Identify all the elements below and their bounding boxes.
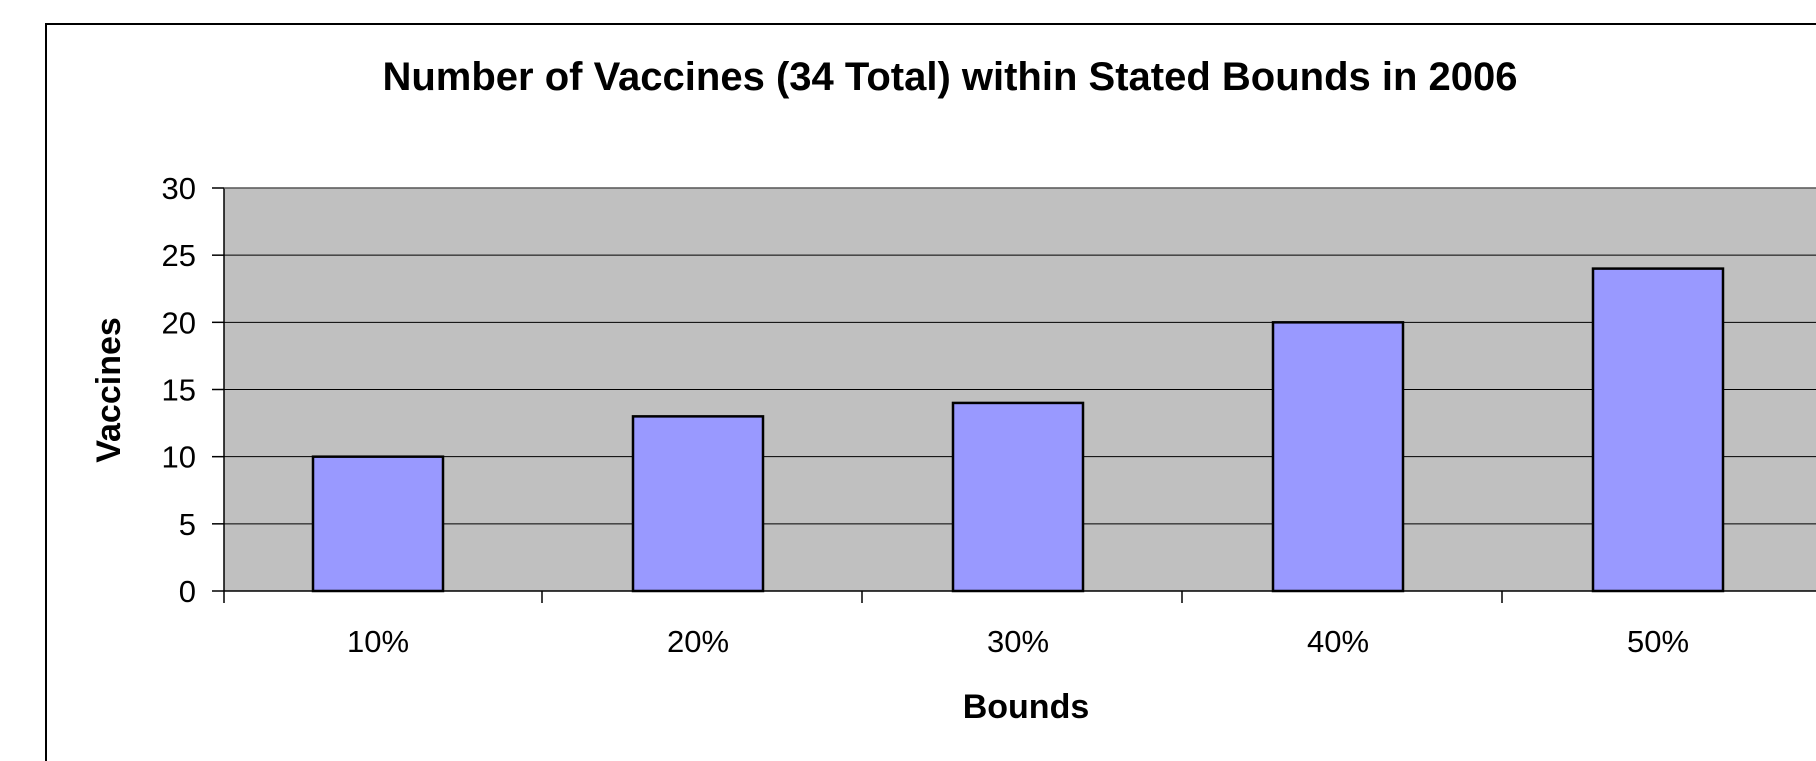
x-tick-label: 30% bbox=[987, 624, 1049, 659]
axes bbox=[212, 187, 1816, 603]
bar bbox=[951, 401, 1085, 593]
x-tick-labels: 10%20%30%40%50%60% bbox=[347, 624, 1689, 659]
x-tick-label: 40% bbox=[1307, 624, 1369, 659]
bar bbox=[311, 455, 445, 593]
y-tick-label: 20 bbox=[162, 305, 196, 340]
x-tick-label: 10% bbox=[347, 624, 409, 659]
y-axis-label: Vaccines bbox=[90, 317, 128, 463]
y-tick-label: 15 bbox=[162, 373, 196, 408]
bar bbox=[1271, 321, 1405, 593]
bar bbox=[1591, 267, 1725, 593]
x-tick-label: 20% bbox=[667, 624, 729, 659]
x-axis-label: Bounds bbox=[963, 688, 1090, 726]
bar bbox=[631, 415, 765, 593]
y-tick-label: 30 bbox=[162, 171, 196, 206]
chart-title: Number of Vaccines (34 Total) within Sta… bbox=[382, 55, 1517, 99]
y-tick-label: 0 bbox=[179, 574, 196, 609]
bars bbox=[311, 267, 1725, 593]
y-tick-label: 10 bbox=[162, 440, 196, 475]
y-tick-labels: 0 5 10 15 20 25 30 bbox=[162, 171, 196, 609]
y-tick-label: 5 bbox=[179, 507, 196, 542]
x-tick-label: 50% bbox=[1627, 624, 1689, 659]
y-tick-label: 25 bbox=[162, 238, 196, 273]
